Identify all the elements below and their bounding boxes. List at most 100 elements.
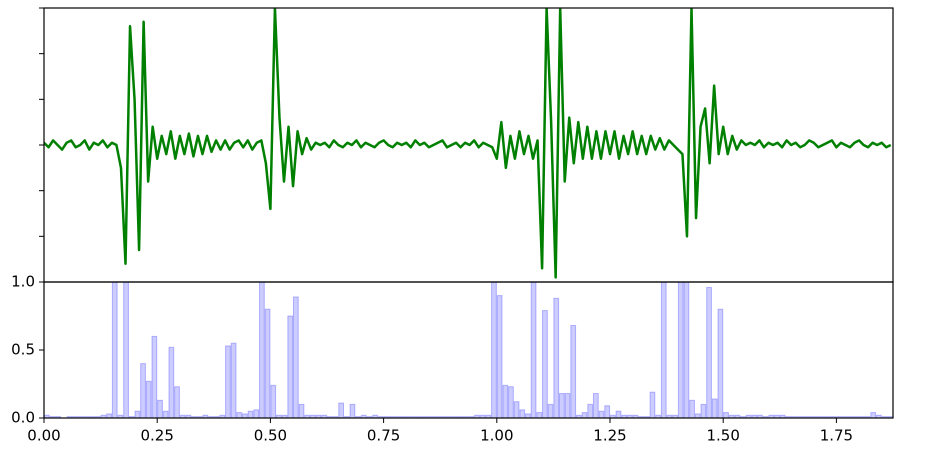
x-tick-label: 1.25	[593, 427, 626, 445]
plot-area	[44, 282, 893, 418]
bar	[168, 346, 175, 418]
bar	[389, 416, 395, 418]
bar	[128, 416, 135, 418]
bar	[570, 325, 577, 418]
bar	[553, 297, 560, 418]
bar	[525, 413, 531, 418]
bar	[813, 416, 820, 418]
bar	[530, 282, 537, 418]
bar	[604, 405, 611, 418]
bar	[677, 282, 684, 418]
bar	[643, 416, 650, 418]
bar	[547, 403, 554, 418]
bar	[89, 416, 95, 418]
x-tick-label: 1.00	[480, 427, 513, 445]
bar	[451, 416, 458, 418]
bar	[377, 416, 384, 418]
bar	[615, 410, 622, 418]
bar	[111, 282, 118, 418]
bar	[802, 416, 809, 418]
bar	[513, 401, 520, 418]
bar	[259, 282, 265, 418]
bar	[502, 384, 509, 418]
bar	[213, 416, 220, 418]
bar	[791, 416, 797, 418]
bar	[457, 416, 463, 418]
bar	[542, 310, 548, 418]
bar	[343, 416, 350, 418]
y-tick-label: 0.5	[11, 341, 35, 359]
bar	[292, 296, 299, 418]
bar	[264, 308, 271, 418]
bar	[298, 403, 305, 418]
bar	[836, 416, 843, 418]
x-tick-label: 0.75	[367, 427, 400, 445]
bar	[72, 416, 79, 418]
bar	[830, 416, 837, 418]
bar	[434, 416, 441, 418]
bar	[740, 416, 746, 418]
bar	[853, 416, 860, 418]
bar	[140, 363, 146, 418]
bar	[162, 410, 169, 418]
bar	[842, 416, 848, 418]
bar	[496, 295, 503, 418]
bar	[519, 409, 526, 418]
bar	[55, 416, 62, 418]
x-tick-label: 0.00	[27, 427, 60, 445]
bar	[406, 416, 412, 418]
bar	[881, 416, 888, 418]
bar	[762, 416, 769, 418]
bar	[400, 416, 407, 418]
bar	[242, 413, 248, 418]
bar	[711, 398, 718, 418]
bar	[253, 409, 260, 418]
bar	[858, 416, 865, 418]
bar	[145, 380, 152, 418]
bar	[581, 412, 588, 418]
bar	[638, 416, 645, 418]
bar	[819, 416, 826, 418]
bar	[411, 416, 418, 418]
bar	[355, 416, 362, 418]
bar	[796, 416, 803, 418]
bar	[49, 416, 56, 418]
bar	[338, 402, 345, 418]
bar	[785, 416, 792, 418]
bar	[491, 282, 497, 418]
bar	[66, 416, 73, 418]
bar	[94, 416, 101, 418]
bar	[383, 416, 390, 418]
bar	[847, 416, 854, 418]
bar	[326, 416, 333, 418]
bar	[660, 282, 667, 418]
bar	[174, 386, 180, 418]
bar	[808, 416, 814, 418]
signal-line	[44, 8, 892, 279]
bar	[864, 416, 871, 418]
bar	[689, 399, 695, 418]
bar	[123, 282, 129, 418]
bar	[225, 345, 231, 418]
bar	[462, 416, 469, 418]
bar	[598, 410, 605, 418]
bar	[694, 413, 701, 418]
bar	[592, 393, 599, 418]
bar	[417, 416, 424, 418]
y-tick-label: 1.0	[11, 273, 35, 291]
plot-area	[44, 8, 892, 279]
bar	[196, 416, 203, 418]
bar	[445, 416, 452, 418]
bar	[83, 416, 90, 418]
bar	[332, 416, 339, 418]
bar	[468, 416, 475, 418]
bar	[428, 416, 435, 418]
bar	[508, 386, 514, 418]
bar	[536, 412, 543, 418]
bar	[825, 416, 831, 418]
bar	[723, 412, 729, 418]
bar	[134, 410, 141, 418]
bar	[349, 403, 356, 418]
bar	[247, 410, 254, 418]
